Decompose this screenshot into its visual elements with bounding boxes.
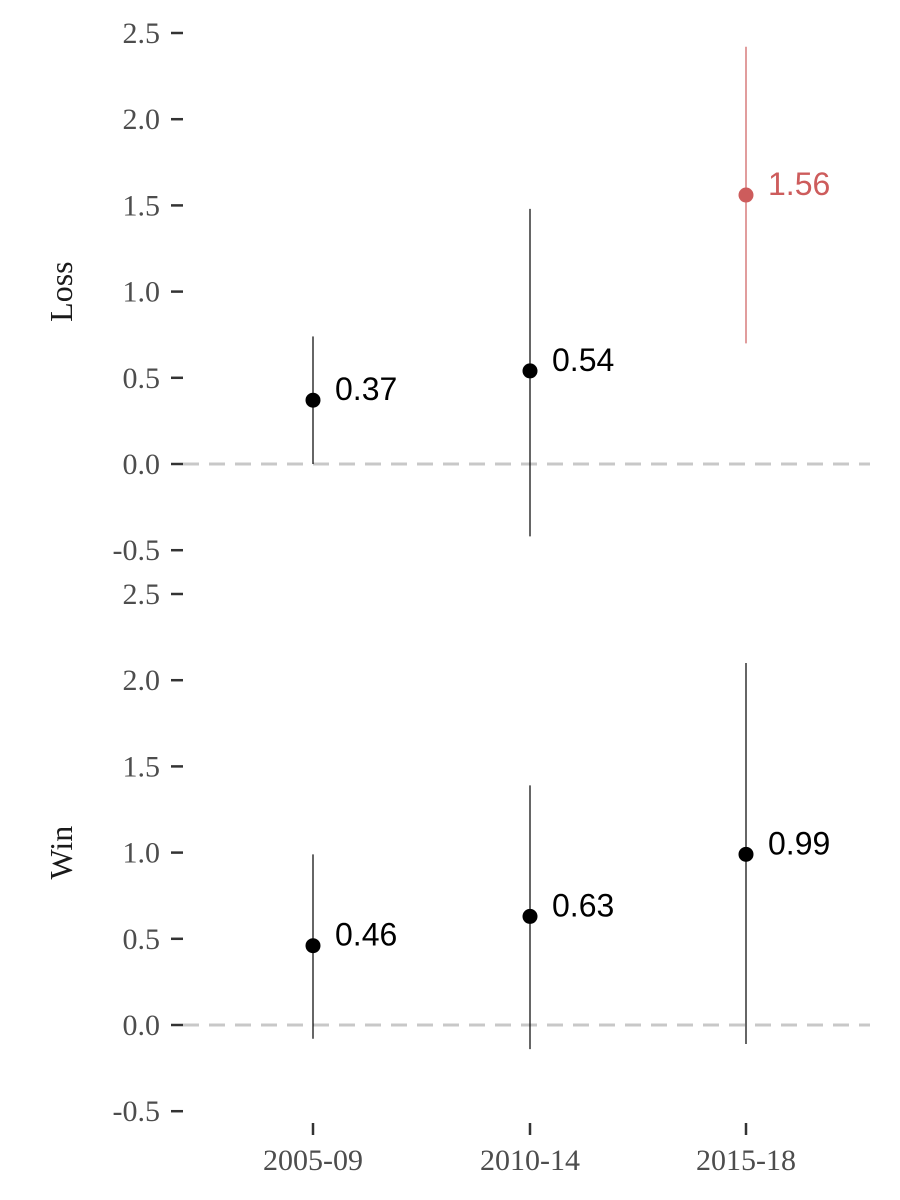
y-tick-label: 2.0 <box>123 664 161 697</box>
data-label: 0.54 <box>552 342 614 378</box>
data-label: 0.63 <box>552 887 614 923</box>
y-tick-label: 1.0 <box>123 837 161 870</box>
y-tick-label: 0.5 <box>123 923 161 956</box>
x-tick-label: 2005-09 <box>263 1144 363 1177</box>
y-tick-label: 1.0 <box>123 276 161 309</box>
y-tick-label: -0.5 <box>113 534 161 567</box>
data-point <box>522 908 538 924</box>
y-tick-label: 0.5 <box>123 362 161 395</box>
data-label: 0.37 <box>335 371 397 407</box>
panel-win: Win -0.5 0.0 0.5 1.0 1.5 2.0 2.5 0.46 0.63 0.99 <box>43 578 870 1128</box>
y-tick-label: 1.5 <box>123 750 161 783</box>
data-point <box>738 187 754 203</box>
panel-label: Loss <box>43 261 79 321</box>
data-label: 0.46 <box>335 917 397 953</box>
y-tick-label: 0.0 <box>123 448 161 481</box>
y-tick-label: -0.5 <box>113 1095 161 1128</box>
data-point <box>738 846 754 862</box>
panel-loss: Loss -0.5 0.0 0.5 1.0 1.5 2.0 2.5 0.37 0.54 1.56 <box>43 17 870 567</box>
y-tick-label: 0.0 <box>123 1009 161 1042</box>
y-tick-label: 2.5 <box>123 17 161 50</box>
data-label: 1.56 <box>768 166 830 202</box>
panel-label: Win <box>43 826 79 880</box>
y-tick-label: 1.5 <box>123 189 161 222</box>
y-tick-label: 2.0 <box>123 103 161 136</box>
data-point <box>305 392 321 408</box>
x-tick-label: 2010-14 <box>480 1144 580 1177</box>
x-axis: 2005-09 2010-14 2015-18 <box>263 1123 796 1177</box>
data-point <box>305 938 321 954</box>
data-label: 0.99 <box>768 825 830 861</box>
panels: Loss -0.5 0.0 0.5 1.0 1.5 2.0 2.5 0.37 0.54 1.56 Wi… <box>43 17 870 1128</box>
data-point <box>522 363 538 379</box>
x-tick-label: 2015-18 <box>696 1144 796 1177</box>
y-tick-label: 2.5 <box>123 578 161 611</box>
